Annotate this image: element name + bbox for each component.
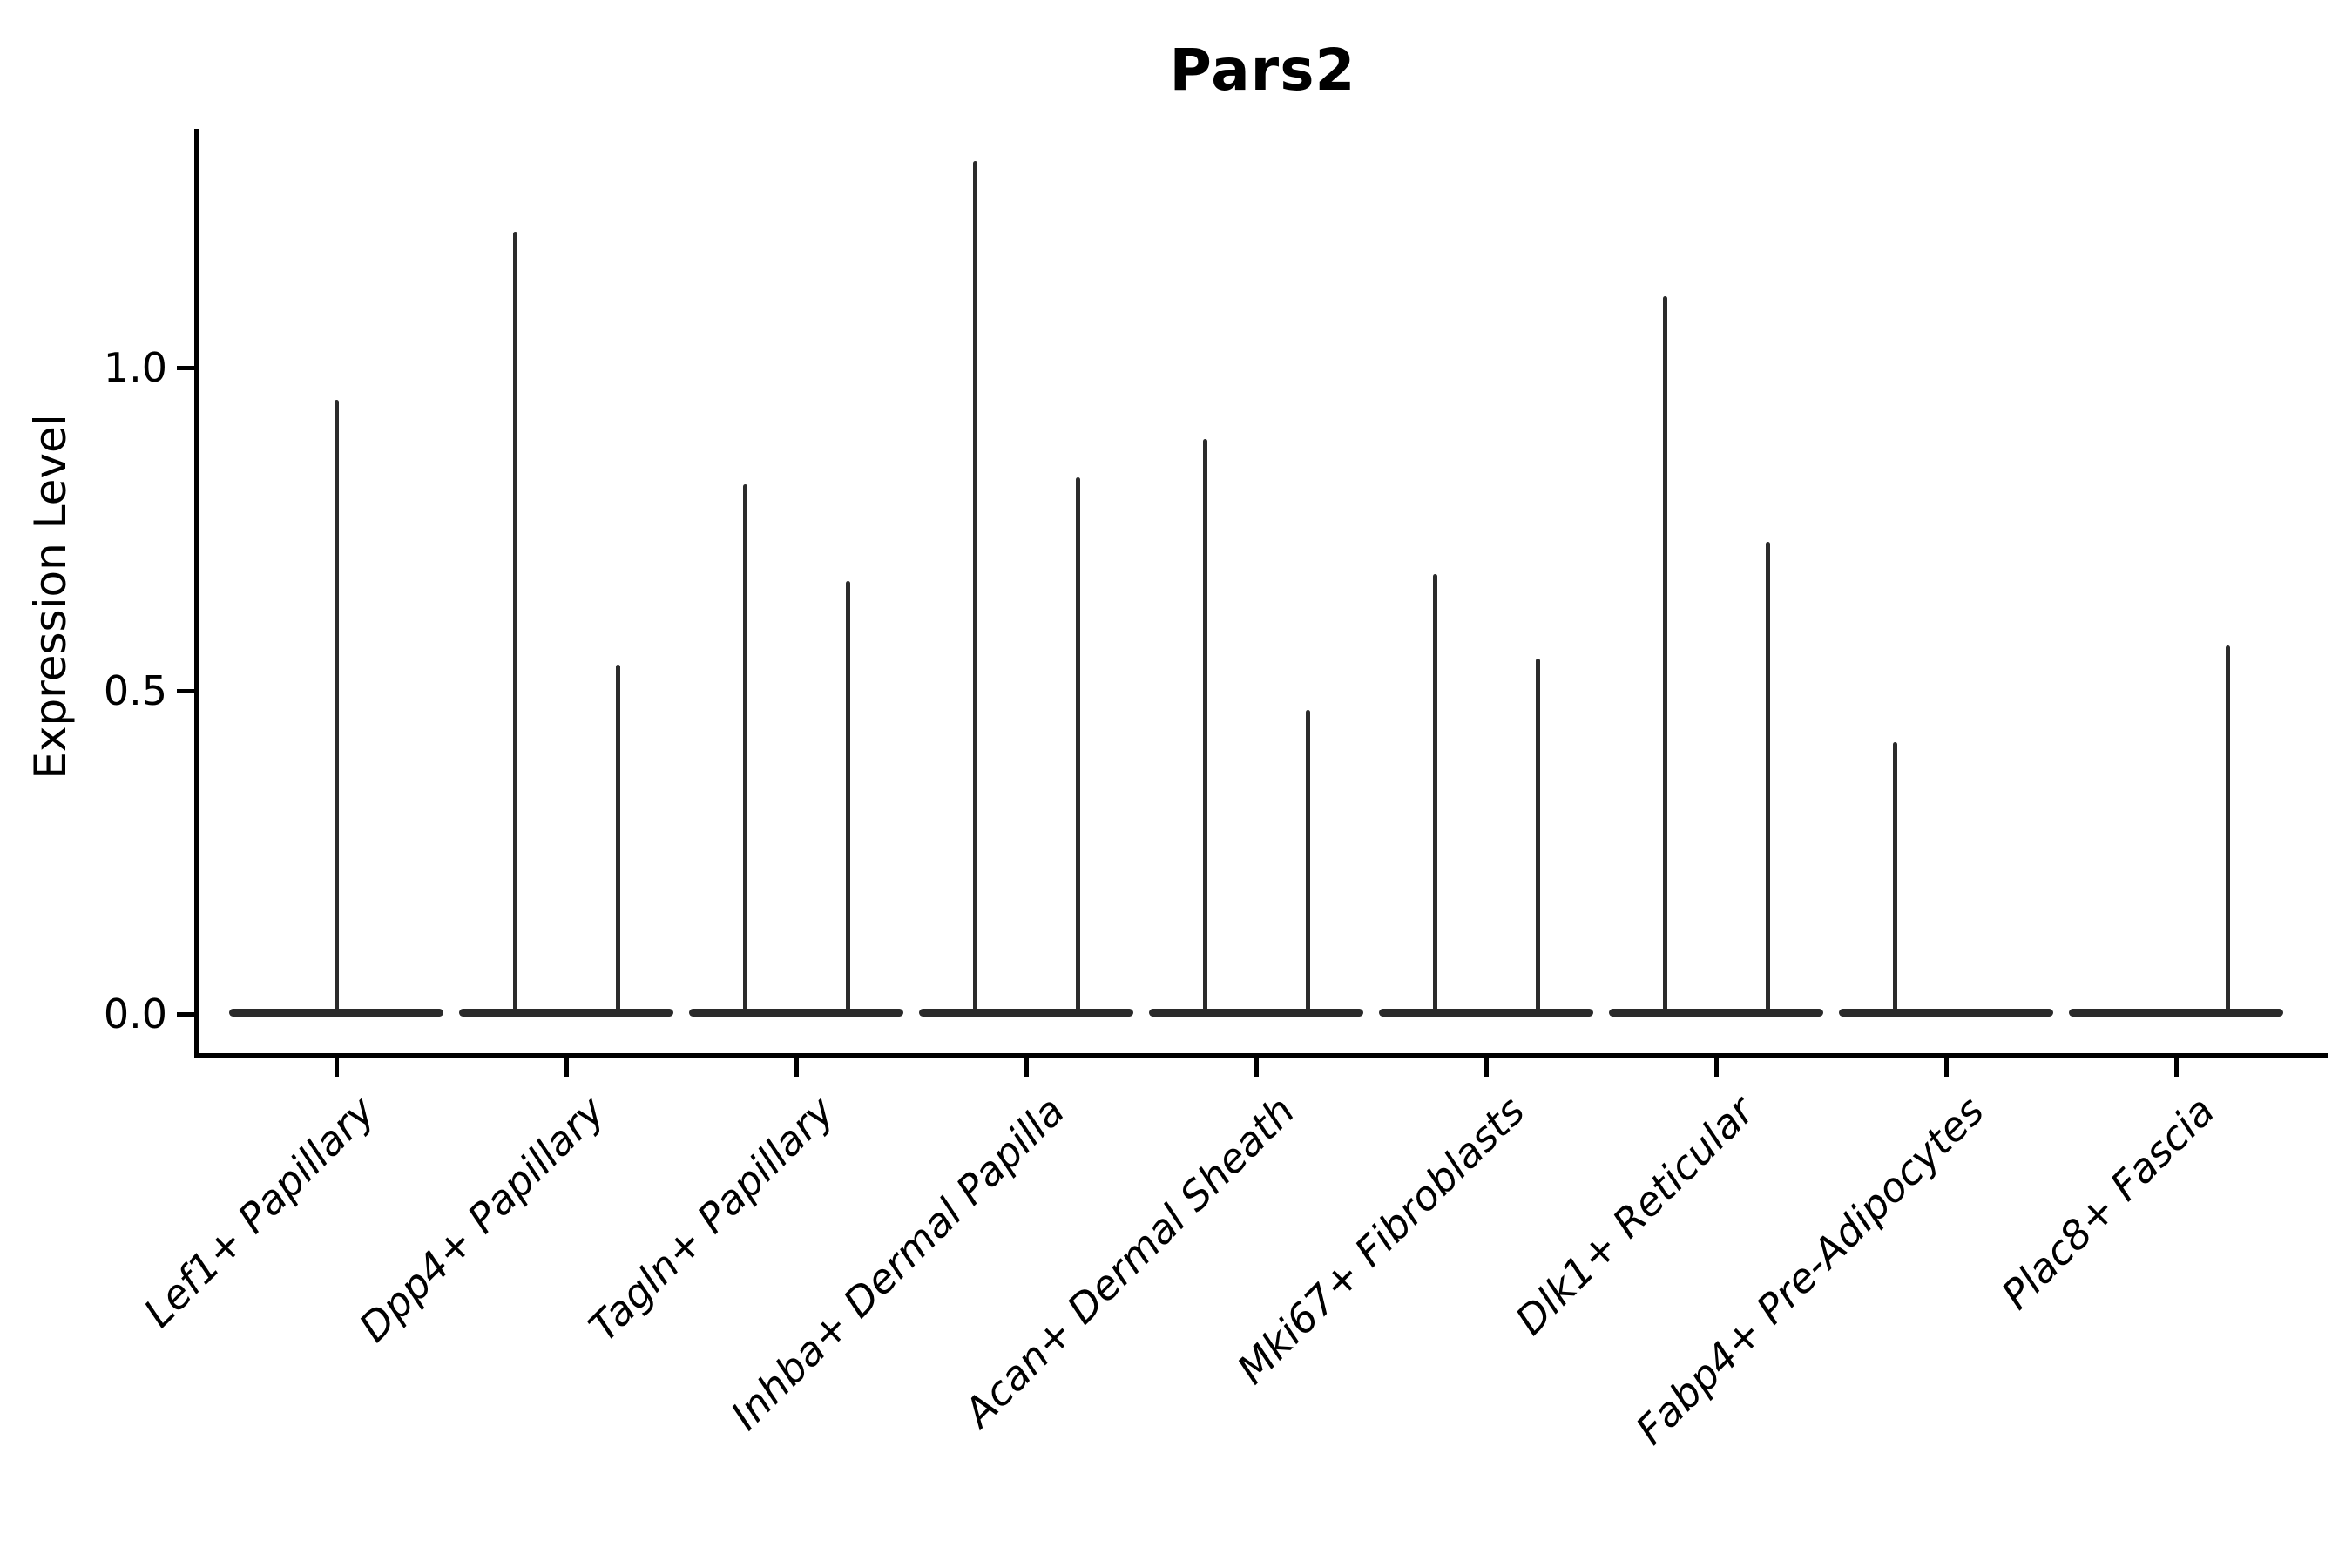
violin-spike <box>334 400 339 1017</box>
y-axis-label: Expression Level <box>25 414 76 780</box>
x-tick-label: Dpp4+ Papillary <box>349 1087 614 1351</box>
x-tick-label: Plac8+ Fascia <box>1991 1087 2224 1319</box>
x-tick <box>1713 1058 1719 1077</box>
violin-spike <box>1662 296 1667 1017</box>
violin-baseline <box>459 1008 673 1017</box>
x-tick <box>334 1058 339 1077</box>
y-tick-label: 1.0 <box>103 344 167 391</box>
x-tick <box>794 1058 799 1077</box>
chart-title: Pars2 <box>1169 37 1356 104</box>
violin-spike <box>1765 542 1770 1017</box>
y-axis-spine <box>194 129 199 1058</box>
violin-spike <box>1432 574 1437 1017</box>
x-axis-spine <box>194 1053 2328 1058</box>
violin-spike <box>2225 645 2230 1017</box>
x-tick <box>2173 1058 2179 1077</box>
violin-baseline <box>1839 1008 2053 1017</box>
violin-spike <box>742 483 747 1017</box>
x-tick <box>1943 1058 1949 1077</box>
violin-spike <box>972 160 977 1017</box>
x-tick-label: Lef1+ Papillary <box>134 1087 384 1336</box>
x-tick <box>1254 1058 1259 1077</box>
x-tick <box>564 1058 569 1077</box>
violin-spike <box>1892 742 1897 1017</box>
violin-spike <box>845 580 850 1017</box>
x-tick <box>1024 1058 1029 1077</box>
violin-baseline <box>1609 1008 1823 1017</box>
violin-baseline <box>1379 1008 1593 1017</box>
violin-baseline <box>1149 1008 1363 1017</box>
violin-spike <box>615 665 620 1017</box>
violin-baseline <box>919 1008 1133 1017</box>
violin-spike <box>1202 438 1207 1017</box>
x-tick <box>1484 1058 1489 1077</box>
violin-baseline <box>689 1008 903 1017</box>
y-tick <box>177 365 194 370</box>
x-tick-label: Tagln+ Papillary <box>579 1087 844 1351</box>
y-tick-label: 0.0 <box>103 990 167 1037</box>
violin-spike <box>1305 710 1310 1017</box>
y-tick <box>177 688 194 693</box>
violin-spike <box>512 232 517 1017</box>
violin-baseline <box>2069 1008 2283 1017</box>
violin-spike <box>1075 477 1080 1017</box>
violin-spike <box>1535 658 1540 1017</box>
y-tick-label: 0.5 <box>103 667 167 714</box>
y-tick <box>177 1011 194 1017</box>
x-tick-label: Dlk1+ Reticular <box>1506 1087 1764 1344</box>
